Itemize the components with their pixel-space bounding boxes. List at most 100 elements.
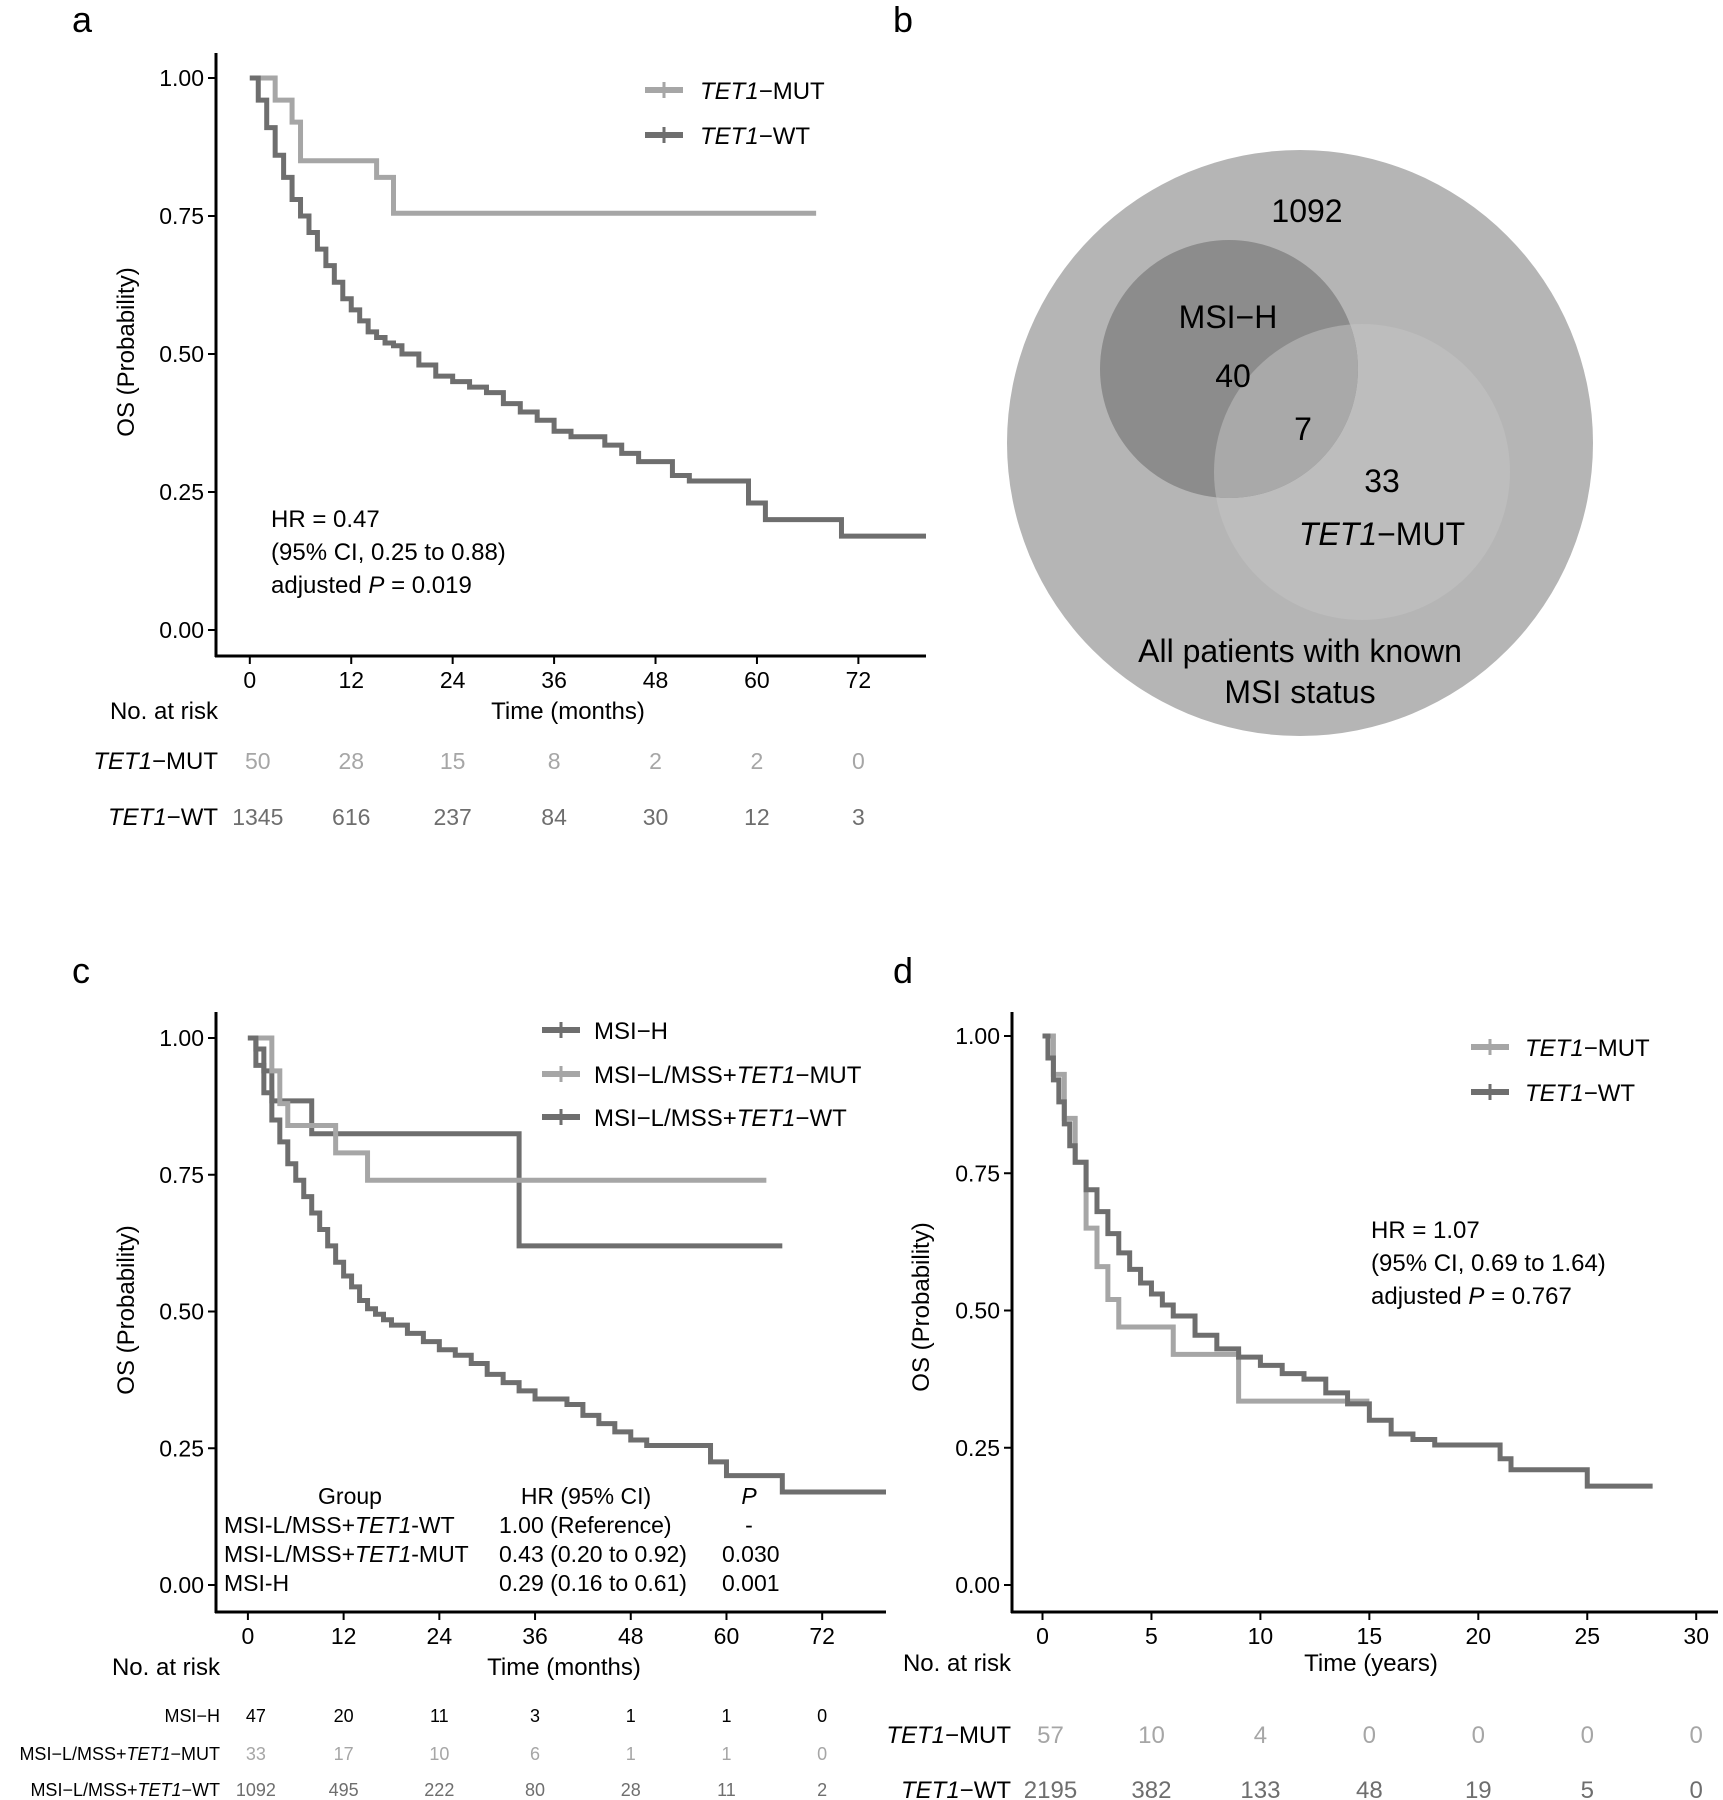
panel-d-hr-line3: adjusted P = 0.767 [1371, 1283, 1572, 1310]
panel-c-xtick-label: 12 [331, 1623, 357, 1649]
panel-a-risk-value: 15 [440, 748, 466, 774]
panel-d-axes: 0.00 0.25 0.50 0.75 1.00 0 5 10 15 20 25 30 [955, 1012, 1718, 1649]
hr-table-row3-group: MSI-H [224, 1570, 289, 1596]
panel-d-xtick-label: 25 [1574, 1623, 1600, 1649]
panel-c-risk-value: 0 [817, 1744, 827, 1764]
panel-a-ytick-label: 0.00 [159, 617, 204, 643]
panel-a-xtick-label: 48 [643, 667, 669, 693]
panel-a-risk-label-mut: TET1−MUT [93, 748, 218, 775]
panel-c-risk-value: 222 [424, 1780, 454, 1800]
panel-c-risk-value: 47 [246, 1706, 266, 1726]
panel-a-hr-line2: (95% CI, 0.25 to 0.88) [271, 539, 506, 566]
panel-a-risk-value: 8 [548, 748, 561, 774]
panel-c-risk-label-msih: MSI−H [164, 1706, 220, 1726]
panel-c-km-plot: 0.000.250.500.751.000 12 24 36 48 60 72 OS (Pr… [19, 1012, 886, 1800]
panel-c-risk-value: 80 [525, 1780, 545, 1800]
panel-a-xtick-label: 72 [846, 667, 872, 693]
panel-c-risk-value: 1 [626, 1744, 636, 1764]
panel-d-risk-value: 10 [1138, 1722, 1165, 1749]
panel-c-risk-value: 11 [430, 1706, 449, 1726]
hr-table-header-hr: HR (95% CI) [521, 1483, 651, 1509]
panel-c-xtick-label: 48 [618, 1623, 644, 1649]
panel-d-ytick-label: 0.00 [955, 1572, 1000, 1598]
panel-a-series-0-line [249, 75, 817, 216]
panel-c-risk-value: 1 [721, 1706, 731, 1726]
panel-a-risk-value: 3 [852, 804, 865, 830]
venn-overlap-count: 7 [1294, 411, 1312, 447]
venn-overlap-region [1214, 324, 1358, 498]
panel-a-risk-value: 1345 [232, 804, 283, 830]
panel-a-risk-value: 0 [852, 748, 865, 774]
panel-a-legend-mut-label: TET1−MUT [700, 78, 825, 105]
panel-a-ytick-label: 0.25 [159, 479, 204, 505]
panel-a-risk-title: No. at risk [110, 698, 219, 725]
panel-d-risk-value: 382 [1131, 1777, 1171, 1800]
panel-c-xtick-label: 36 [522, 1623, 548, 1649]
panel-a-xtick-label: 60 [744, 667, 770, 693]
panel-a-risk-value: 84 [541, 804, 567, 830]
hr-table-row3-p: 0.001 [722, 1570, 780, 1596]
panel-c-risk-value: 2 [817, 1780, 827, 1800]
panel-b-venn: 1092 MSI−H 40 7 33 TET1−MUT All patients… [1007, 150, 1593, 736]
panel-d-risk-value: 2195 [1024, 1777, 1077, 1800]
panel-d-ytick-label: 1.00 [955, 1023, 1000, 1049]
panel-c-risk-value: 1 [721, 1744, 731, 1764]
panel-c-risk-value: 3 [530, 1706, 540, 1726]
panel-c-ytick-label: 0.50 [159, 1299, 204, 1325]
panel-d-series-0-line [1042, 1033, 1370, 1404]
panel-d-ytick-label: 0.25 [955, 1435, 1000, 1461]
panel-d-risk-value: 0 [1690, 1777, 1703, 1800]
hr-table-row1-group: MSI-L/MSS+TET1-WT [224, 1512, 455, 1538]
panel-d-hr-line2: (95% CI, 0.69 to 1.64) [1371, 1250, 1606, 1277]
panel-c-legend-mut-label: MSI−L/MSS+TET1−MUT [594, 1062, 862, 1089]
panel-d-xtick-label: 0 [1036, 1623, 1049, 1649]
panel-c-xtick-label: 72 [809, 1623, 835, 1649]
panel-c-risk-value: 1092 [236, 1780, 276, 1800]
panel-c-xtick-label: 60 [714, 1623, 740, 1649]
panel-d-risk-value: 0 [1363, 1722, 1376, 1749]
panel-d-risk-value: 19 [1465, 1777, 1492, 1800]
panel-d-risk-value: 5 [1581, 1777, 1594, 1800]
panel-c-risk-value: 1 [626, 1706, 636, 1726]
panel-d-series [1042, 1033, 1653, 1489]
panel-d-risk-label-wt: TET1−WT [901, 1777, 1011, 1800]
panel-d-xtick-label: 10 [1248, 1623, 1274, 1649]
panel-c-legend-msih-label: MSI−H [594, 1018, 668, 1045]
panel-a-xtick-label: 12 [338, 667, 364, 693]
panel-d-ytick-label: 0.75 [955, 1160, 1000, 1186]
panel-a-ylabel: OS (Probability) [113, 267, 140, 436]
panel-d-xtick-label: 30 [1683, 1623, 1709, 1649]
panel-letter-c: c [72, 950, 90, 991]
panel-letter-b: b [893, 0, 913, 40]
panel-d-risk-value: 48 [1356, 1777, 1383, 1800]
hr-table-row2-hr: 0.43 (0.20 to 0.92) [499, 1541, 687, 1567]
panel-a-xlabel: Time (months) [491, 698, 645, 725]
panel-c-hr-table: Group HR (95% CI) P MSI-L/MSS+TET1-WT 1.… [224, 1483, 780, 1596]
venn-tet1-label: TET1−MUT [1299, 516, 1465, 552]
panel-d-hr-annotation: HR = 1.07 (95% CI, 0.69 to 1.64) adjuste… [1371, 1217, 1606, 1310]
panel-c-xlabel: Time (months) [487, 1654, 641, 1681]
panel-c-ytick-label: 1.00 [159, 1025, 204, 1051]
hr-table-row1-p: - [745, 1512, 753, 1538]
panel-a-risk-value: 30 [643, 804, 669, 830]
panel-d-legend-wt-label: TET1−WT [1525, 1080, 1635, 1107]
hr-table-row2-p: 0.030 [722, 1541, 780, 1567]
panel-a-risk-label-wt: TET1−WT [108, 804, 218, 831]
panel-c-risk-value: 28 [621, 1780, 641, 1800]
venn-outer-label-line1: All patients with known [1138, 633, 1462, 669]
panel-d-km-plot: 0.00 0.25 0.50 0.75 1.00 0 5 10 15 20 25 30 OS (Pro… [886, 1012, 1718, 1800]
panel-c-risk-value: 20 [334, 1706, 354, 1726]
panel-c-ytick-label: 0.00 [159, 1572, 204, 1598]
panel-c-risk-value: 11 [717, 1780, 736, 1800]
panel-c-risk-value: 495 [329, 1780, 359, 1800]
panel-d-risk-value: 133 [1240, 1777, 1280, 1800]
panel-c-risk-value: 0 [817, 1706, 827, 1726]
panel-a-risk-table: No. at risk TET1−MUT TET1−WT 50 28 15 8 2 2 0 1… [93, 698, 864, 831]
hr-table-header-group: Group [318, 1483, 382, 1509]
panel-a-risk-value: 2 [751, 748, 764, 774]
venn-outer-label-line2: MSI status [1224, 674, 1375, 710]
panel-d-ylabel: OS (Probability) [908, 1222, 935, 1391]
venn-outer-count: 1092 [1271, 193, 1342, 229]
panel-c-xtick-label: 0 [242, 1623, 255, 1649]
